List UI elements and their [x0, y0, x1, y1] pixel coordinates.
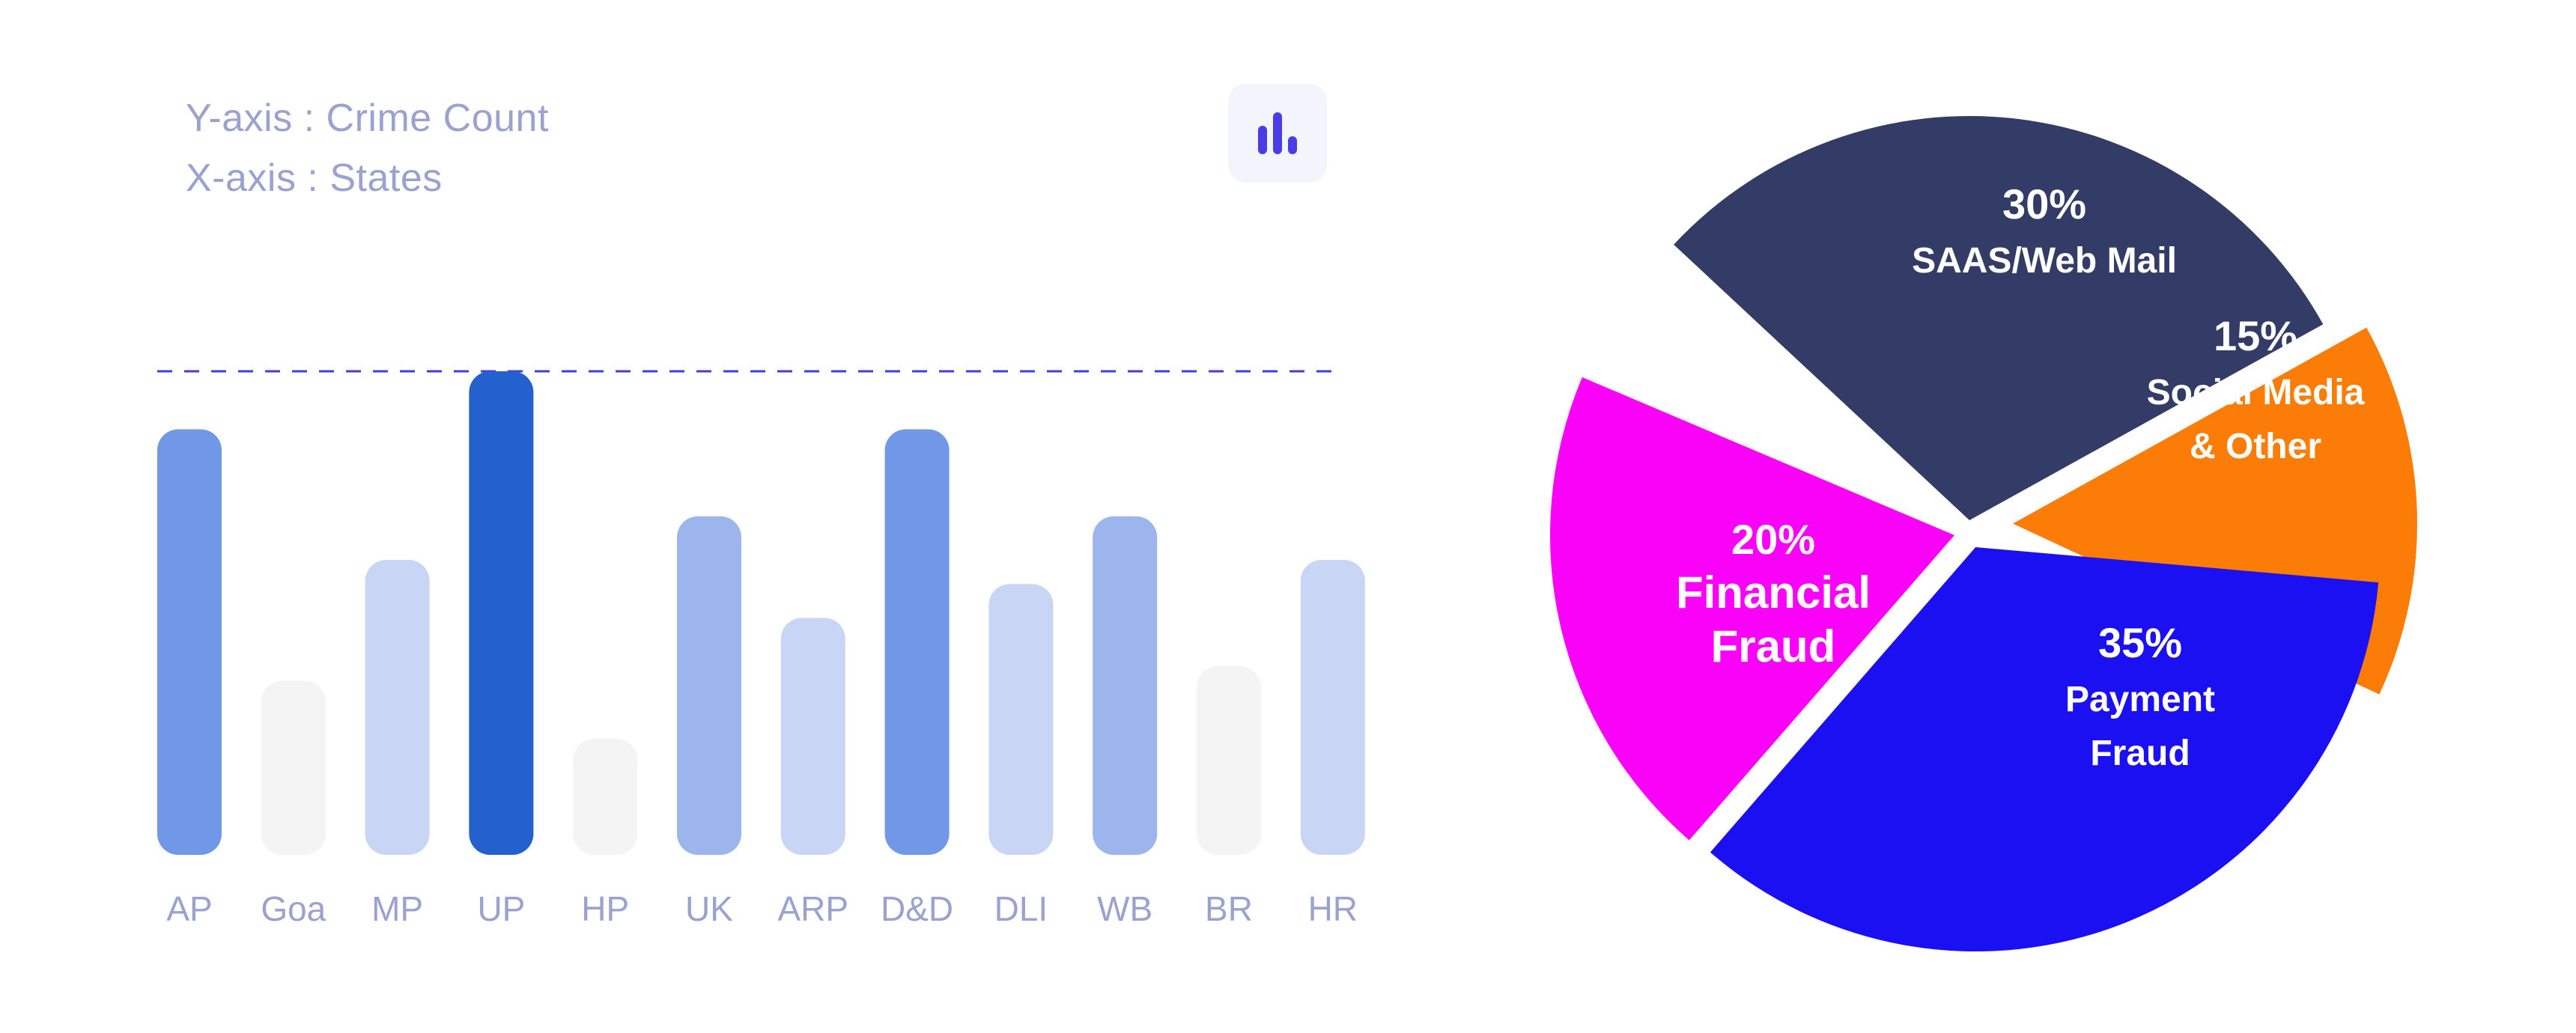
bar-D&D[interactable]	[884, 429, 950, 855]
bar-chart-icon	[1258, 112, 1297, 154]
slice-percent-label: 15%	[2214, 312, 2297, 359]
bar-AP[interactable]	[157, 429, 222, 855]
slice-percent-label: 35%	[2098, 619, 2182, 666]
x-tick-label: BR	[1205, 889, 1253, 928]
x-tick-label: UP	[477, 889, 525, 928]
slice-name-label: Payment	[2065, 680, 2215, 719]
bar-HP[interactable]	[573, 738, 638, 855]
chart-type-button[interactable]	[1228, 84, 1327, 183]
slice-name-label: Fraud	[1711, 621, 1836, 671]
x-tick-label: HR	[1308, 889, 1358, 928]
pie-slice-2[interactable]	[1710, 547, 2379, 952]
bar-DLI[interactable]	[988, 584, 1054, 855]
pie-chart: 30% SAAS/Web Mail 15% Social Media & Other 35…	[1550, 116, 2417, 952]
slice-percent-label: 20%	[1731, 516, 1815, 563]
pie-slice-0[interactable]	[1674, 116, 2324, 520]
x-tick-label: WB	[1097, 889, 1152, 928]
x-tick-label: D&D	[881, 889, 953, 928]
bar-BR[interactable]	[1197, 666, 1261, 855]
slice-name-label: Fraud	[2090, 734, 2190, 773]
slice-name-label: Financial	[1676, 567, 1871, 618]
bar-Goa[interactable]	[261, 680, 326, 855]
slice-percent-label: 30%	[2002, 180, 2086, 228]
x-tick-label: DLI	[994, 889, 1048, 928]
slice-name-label: Social Media	[2147, 373, 2365, 412]
x-tick-label: ARP	[778, 889, 849, 928]
y-axis-note: Y-axis : Crime Count	[186, 97, 549, 140]
x-axis-note: X-axis : States	[186, 156, 443, 200]
bar-ARP[interactable]	[780, 618, 845, 855]
bar-UK[interactable]	[677, 516, 741, 855]
slice-name-label: & Other	[2190, 427, 2321, 466]
pie-slice-3[interactable]	[1550, 377, 1954, 841]
bar-WB[interactable]	[1093, 516, 1158, 855]
bar-chart: AP Goa MP UP HP UK ARP D&D DLI WB BR HR	[157, 370, 1365, 928]
x-tick-label: UK	[685, 889, 733, 928]
x-tick-label: AP	[166, 889, 212, 928]
bar-UP[interactable]	[469, 371, 534, 855]
bar-HR[interactable]	[1300, 559, 1365, 855]
x-tick-label: MP	[371, 889, 423, 928]
x-tick-label: Goa	[261, 889, 326, 928]
x-tick-label: HP	[581, 889, 629, 928]
bar-MP[interactable]	[365, 559, 430, 855]
slice-name-label: SAAS/Web Mail	[1912, 241, 2177, 281]
